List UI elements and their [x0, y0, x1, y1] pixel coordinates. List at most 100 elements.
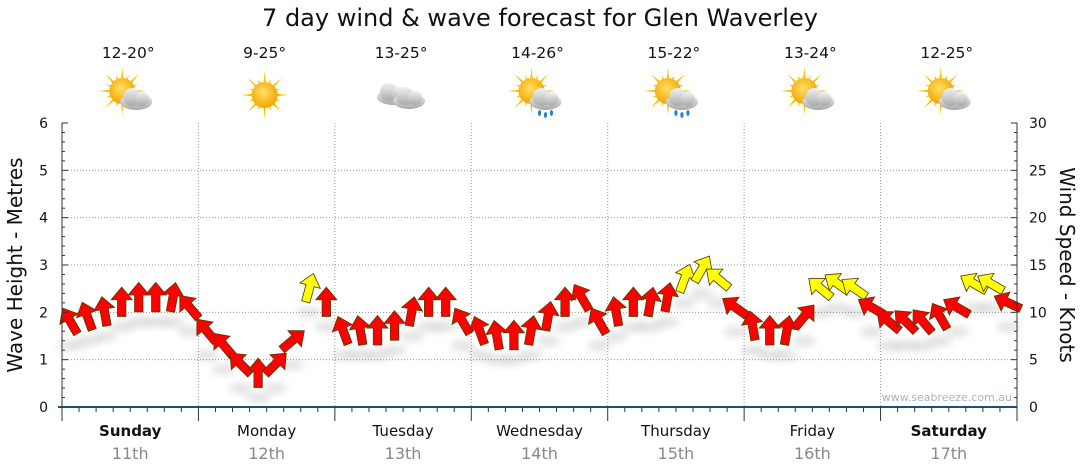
arrow-shadow	[109, 321, 134, 332]
sun-cloud-rain-icon	[643, 67, 698, 118]
day-label: Monday	[237, 422, 296, 440]
wind-arrow	[331, 315, 354, 347]
sun-cloud-icon	[98, 67, 153, 115]
left-tick-label: 3	[39, 258, 48, 274]
temperature-range: 12-25°	[920, 44, 973, 62]
sun-disc	[251, 82, 278, 108]
wind-arrow	[722, 296, 750, 320]
arrow-shadow	[638, 321, 663, 332]
cloud-puff	[817, 92, 832, 106]
right-tick-label: 15	[1029, 258, 1047, 274]
sun-ray	[514, 97, 525, 108]
right-tick-label: 10	[1029, 305, 1047, 321]
wind-arrow	[110, 286, 134, 317]
sun-ray	[643, 89, 658, 93]
left-tick-label: 5	[39, 163, 48, 179]
raindrop	[686, 110, 690, 116]
sun-ray	[530, 67, 533, 81]
sun-icon	[240, 71, 289, 119]
date-label: 15th	[658, 444, 695, 463]
temperature-range: 12-20°	[102, 44, 155, 62]
arrow-shadow	[894, 340, 919, 351]
sun-ray	[939, 67, 943, 81]
right-axis-label: Wind Speed - Knots	[1055, 167, 1079, 363]
arrow-shadow	[621, 321, 646, 332]
arrow-shadow	[911, 340, 936, 351]
sun-ray	[247, 101, 258, 112]
date-label: 13th	[385, 444, 422, 463]
wind-arrow	[841, 277, 870, 301]
cloud-puff	[544, 92, 559, 106]
wind-arrow	[59, 307, 82, 337]
wind-arrow	[314, 286, 338, 317]
arrow-shadow	[587, 340, 612, 351]
arrow-shadow	[331, 350, 356, 361]
cloud-shape	[665, 88, 698, 110]
temperature-range: 15-22°	[648, 44, 701, 62]
wind-arrow	[656, 281, 680, 313]
cloud-puff	[135, 92, 150, 106]
arrow-shadow	[467, 350, 492, 361]
wind-arrow	[808, 278, 835, 302]
arrow-shadow	[842, 307, 867, 318]
left-tick-label: 4	[39, 211, 48, 227]
arrow-shadow	[58, 340, 83, 351]
sun-ray	[98, 89, 112, 93]
date-label: 16th	[794, 444, 831, 463]
temperature-range: 14-26°	[511, 44, 564, 62]
wind-arrow	[451, 307, 474, 337]
left-tick-label: 2	[39, 305, 48, 321]
right-tick-label: 30	[1029, 116, 1047, 132]
arrow-shadow	[297, 307, 322, 318]
sun-ray	[923, 74, 934, 85]
left-axis-label: Wave Height - Metres	[3, 157, 27, 372]
temperature-range: 13-24°	[784, 44, 837, 62]
raindrop	[543, 112, 548, 118]
wind-arrow	[485, 319, 508, 351]
arrow-shadow	[365, 350, 390, 361]
day-label: Thursday	[640, 422, 711, 440]
wind-arrow	[876, 311, 903, 335]
wind-arrow	[144, 281, 168, 313]
arrow-shadow	[263, 383, 288, 394]
wind-arrow	[977, 272, 1006, 295]
arrow-shadow	[723, 326, 748, 337]
wind-arrow	[383, 310, 406, 341]
raindrop	[537, 110, 542, 116]
cloud-puff	[680, 92, 695, 106]
arrow-shadow	[536, 336, 561, 347]
sun-ray	[263, 105, 266, 119]
sun-ray	[780, 89, 794, 93]
wind-arrow	[740, 310, 764, 342]
arrow-shadow	[229, 383, 254, 394]
arrow-shadow	[996, 321, 1021, 332]
arrow-shadow	[160, 317, 185, 328]
sun-ray	[787, 74, 798, 85]
right-tick-label: 20	[1029, 211, 1047, 227]
arrow-shadow	[655, 317, 680, 328]
right-tick-label: 0	[1029, 400, 1038, 416]
sun-ray	[120, 67, 124, 81]
sun-ray	[271, 78, 282, 89]
right-tick-label: 5	[1029, 353, 1038, 369]
cloud-shape	[529, 88, 562, 110]
date-label: 11th	[112, 444, 149, 463]
date-label: 17th	[930, 444, 967, 463]
wind-arrow	[943, 296, 972, 319]
sun-ray	[105, 97, 116, 108]
arrow-shadow	[450, 340, 475, 351]
wind-arrow	[570, 283, 594, 313]
wind-arrow	[894, 310, 920, 336]
day-label: Wednesday	[496, 422, 583, 440]
wind-arrow	[417, 286, 441, 317]
sun-ray	[247, 78, 258, 89]
wind-arrow	[553, 286, 577, 317]
day-label: Friday	[790, 422, 836, 440]
arrow-shadow	[92, 331, 117, 342]
sun-cloud-icon	[780, 67, 835, 115]
cloud-shape	[120, 88, 153, 110]
left-tick-label: 6	[39, 116, 48, 132]
arrow-shadow	[126, 317, 151, 328]
wind-arrow	[179, 295, 203, 322]
